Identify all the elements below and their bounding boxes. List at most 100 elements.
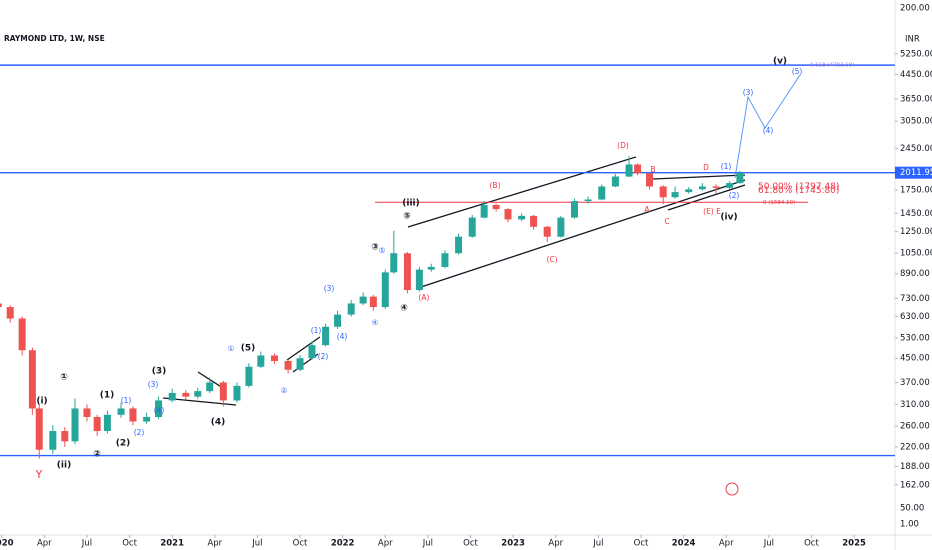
wave-label: (4): [211, 418, 226, 428]
wave-label: (iii): [402, 199, 419, 209]
candle-body: [468, 217, 476, 237]
fib-label: 0.618 (4793.68): [810, 63, 855, 69]
x-tick-label: Oct: [804, 539, 819, 549]
candle-body: [334, 314, 342, 327]
wave-label: ①: [60, 373, 68, 383]
candle-body: [441, 253, 449, 267]
candle-body: [530, 215, 538, 227]
x-tick-label: 2022: [331, 539, 355, 549]
candle-body: [659, 186, 667, 198]
x-tick-label: Apr: [37, 539, 52, 549]
wave-label: (D): [617, 141, 629, 150]
x-tick-label: Oct: [122, 539, 137, 549]
candle-body: [71, 408, 79, 442]
candle-body: [61, 431, 69, 442]
wave-label: ③: [371, 243, 379, 253]
candle-body: [0, 303, 2, 308]
candle-body: [194, 391, 202, 397]
wave-label: ④: [400, 304, 408, 314]
y-tick-label: 162.00: [900, 480, 930, 490]
candle-body: [182, 392, 190, 397]
event-icon: [725, 482, 739, 496]
candle-body: [504, 209, 512, 220]
wave-label: (v): [773, 57, 787, 67]
candle-body: [35, 408, 43, 450]
y-tick-label: 310.00: [900, 400, 930, 410]
candle-body: [698, 186, 706, 190]
x-tick-label: Jul: [422, 539, 433, 549]
candle-body: [284, 360, 292, 370]
x-tick-label: Jul: [81, 539, 92, 549]
price-tag-label: 2011.95: [900, 168, 932, 178]
wave-label: (3): [152, 367, 167, 377]
candle-body: [584, 199, 592, 202]
wave-label: (B): [490, 181, 501, 190]
x-tick-label: 2021: [160, 539, 184, 549]
candle-body: [155, 400, 163, 417]
wave-label: (1): [121, 396, 132, 405]
wave-label: (4): [337, 332, 348, 341]
x-tick-label: 2025: [842, 539, 866, 549]
candle-body: [518, 215, 526, 220]
candle-body: [712, 186, 720, 188]
candle-body: [6, 307, 14, 319]
y-tick-label: 2450.00: [900, 144, 932, 154]
y-tick-label: 1450.00: [900, 209, 932, 219]
candle-body: [492, 205, 500, 210]
wave-label: Y: [35, 468, 43, 481]
fib-label: 50.00% (1797.48): [758, 182, 839, 192]
x-tick-label: Jul: [592, 539, 603, 549]
x-tick-label: Jul: [763, 539, 774, 549]
candle-body: [308, 345, 316, 359]
wave-label: (2): [318, 352, 329, 361]
wave-label: (i): [36, 397, 47, 407]
wave-label: D: [703, 163, 709, 172]
candle-body: [571, 201, 579, 218]
candle-body: [322, 326, 330, 346]
candle-body: [347, 303, 355, 315]
wave-label: (C): [546, 255, 557, 264]
candle-body: [83, 408, 91, 417]
x-tick-label: Apr: [719, 539, 734, 549]
fib-label: 0 (1584.10): [763, 200, 795, 206]
wave-label: (4): [154, 406, 165, 415]
candle-body: [557, 217, 565, 237]
y-tick-label: 370.00: [900, 378, 930, 388]
candle-body: [543, 226, 551, 237]
wave-label: (1): [100, 391, 115, 401]
candle-body: [28, 350, 36, 409]
wave-label: (iv): [720, 213, 737, 223]
wave-label: ⑤: [379, 246, 386, 255]
wave-label: (2): [134, 428, 145, 437]
y-tick-label: 630.00: [900, 312, 930, 322]
wave-label: ②: [281, 386, 288, 395]
x-tick-label: Oct: [463, 539, 478, 549]
wave-label: A: [644, 205, 650, 214]
wave-label: (A): [419, 293, 430, 302]
candle-body: [117, 408, 125, 415]
candle-body: [381, 272, 389, 308]
candle-body: [296, 358, 304, 370]
y-tick-label: 188.00: [900, 462, 930, 472]
wave-label: (2): [729, 191, 740, 200]
y-tick-label: 450.00: [900, 354, 930, 364]
wave-label: (ii): [57, 461, 71, 471]
candle-body: [736, 172, 744, 184]
y-scale-label: 50.00: [900, 504, 924, 514]
y-tick-label: 220.00: [900, 442, 930, 452]
candle-body: [257, 355, 265, 367]
wave-label: C: [664, 217, 669, 226]
candle-body: [103, 414, 111, 432]
candle-body: [671, 192, 679, 198]
x-tick-label: Jul: [251, 539, 262, 549]
candle-body: [359, 296, 367, 304]
wave-label: ⑤: [403, 212, 411, 222]
candle-body: [143, 416, 151, 422]
candle-body: [415, 269, 423, 291]
y-tick-label: 4450.00: [900, 70, 932, 80]
y-tick-label: 1750.00: [900, 185, 932, 195]
x-tick-label: 2024: [672, 539, 696, 549]
wave-label: ②: [93, 450, 101, 460]
